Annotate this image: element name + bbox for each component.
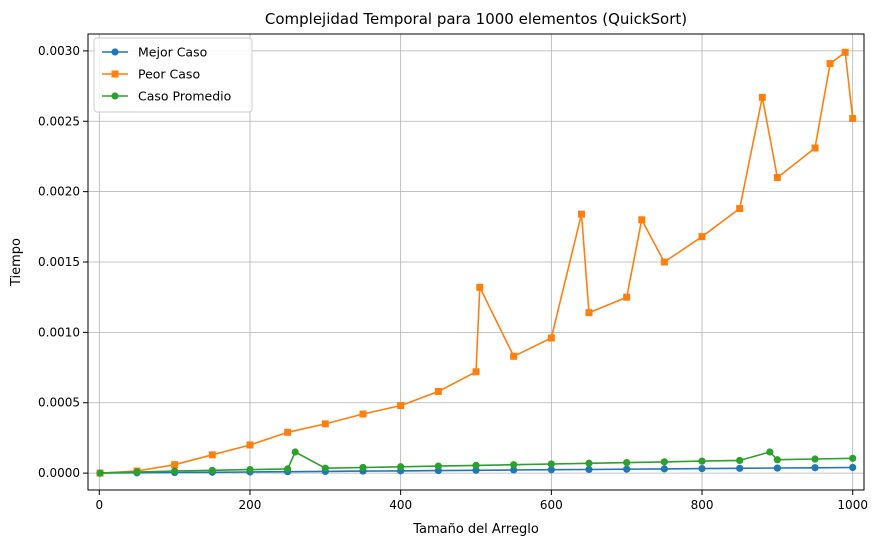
data-point-caso-promedio — [133, 468, 141, 476]
y-tick-label: 0.0030 — [38, 44, 80, 58]
data-point-mejor-caso — [510, 466, 518, 474]
y-axis-label: Tiempo — [9, 238, 24, 287]
data-point-peor-caso — [841, 48, 849, 56]
data-point-peor-caso — [547, 334, 555, 342]
data-point-caso-promedio — [96, 469, 104, 477]
data-point-caso-promedio — [434, 462, 442, 470]
data-point-peor-caso — [736, 205, 744, 213]
data-point-mejor-caso — [472, 466, 480, 474]
data-point-caso-promedio — [660, 458, 668, 466]
y-tick-label: 0.0020 — [38, 185, 80, 199]
y-axis-ticks: 0.0000 0.0005 0.0010 0.0015 0.0020 0.0025 0.00… — [38, 44, 88, 480]
data-point-peor-caso — [623, 293, 631, 301]
data-point-caso-promedio — [585, 459, 593, 467]
chart-title: Complejidad Temporal para 1000 elementos… — [265, 10, 687, 28]
data-point-peor-caso — [284, 428, 292, 436]
data-point-caso-promedio — [698, 457, 706, 465]
legend-label-mejor-caso: Mejor Caso — [138, 45, 207, 60]
data-point-caso-promedio — [208, 466, 216, 474]
x-tick-label: 800 — [691, 498, 714, 512]
x-tick-label: 400 — [389, 498, 412, 512]
data-point-peor-caso — [434, 387, 442, 395]
data-point-caso-promedio — [359, 463, 367, 472]
data-point-caso-promedio — [773, 456, 781, 464]
data-point-peor-caso — [638, 216, 646, 224]
series-line-peor-caso — [100, 51, 854, 474]
y-tick-label: 0.0000 — [38, 466, 80, 480]
x-tick-label: 1000 — [837, 498, 868, 512]
y-tick-label: 0.0025 — [38, 114, 80, 128]
data-point-caso-promedio — [766, 448, 774, 456]
data-point-caso-promedio — [736, 456, 744, 465]
data-point-peor-caso — [811, 144, 819, 152]
data-point-mejor-caso — [849, 463, 857, 472]
x-tick-label: 200 — [239, 498, 262, 512]
data-point-caso-promedio — [246, 465, 254, 474]
legend-marker-mejor-caso — [111, 48, 119, 56]
legend: Mejor Caso Peor Caso Caso Promedio — [93, 37, 253, 113]
data-point-caso-promedio — [849, 454, 857, 462]
legend-label-peor-caso: Peor Caso — [138, 67, 200, 82]
data-point-caso-promedio — [811, 455, 819, 463]
legend-marker-caso-promedio — [111, 92, 119, 100]
x-tick-label: 0 — [95, 498, 103, 512]
data-point-peor-caso — [849, 114, 857, 122]
data-point-mejor-caso — [660, 465, 668, 473]
legend-marker-peor-caso — [111, 70, 119, 78]
data-point-mejor-caso — [623, 465, 631, 473]
data-point-mejor-caso — [811, 464, 819, 472]
y-tick-label: 0.0005 — [38, 396, 80, 410]
data-point-mejor-caso — [547, 466, 555, 474]
y-tick-label: 0.0015 — [38, 255, 80, 269]
legend-label-caso-promedio: Caso Promedio — [138, 89, 231, 104]
legend-box — [93, 37, 253, 113]
data-point-peor-caso — [826, 60, 834, 68]
x-tick-label: 600 — [540, 498, 563, 512]
data-point-caso-promedio — [171, 467, 179, 475]
data-point-caso-promedio — [623, 458, 631, 467]
data-point-peor-caso — [476, 283, 484, 291]
data-point-peor-caso — [660, 258, 668, 266]
data-point-peor-caso — [472, 368, 480, 376]
data-point-peor-caso — [246, 441, 254, 449]
data-point-caso-promedio — [284, 465, 292, 473]
data-point-caso-promedio — [321, 464, 329, 472]
data-point-mejor-caso — [585, 465, 593, 474]
x-axis-label: Tamaño del Arreglo — [412, 522, 539, 537]
data-point-peor-caso — [577, 210, 585, 218]
data-point-peor-caso — [585, 309, 593, 317]
data-point-caso-promedio — [472, 461, 480, 469]
data-point-caso-promedio — [397, 463, 405, 471]
data-point-caso-promedio — [547, 460, 555, 468]
data-point-caso-promedio — [291, 448, 299, 456]
data-point-peor-caso — [171, 461, 179, 469]
data-point-peor-caso — [758, 93, 766, 101]
data-point-mejor-caso — [773, 464, 781, 472]
data-point-peor-caso — [321, 420, 329, 428]
data-point-mejor-caso — [698, 465, 706, 473]
data-point-peor-caso — [397, 402, 405, 410]
data-point-caso-promedio — [510, 461, 518, 469]
grid-lines — [88, 34, 864, 490]
data-point-peor-caso — [698, 233, 706, 241]
data-point-mejor-caso — [736, 464, 744, 472]
x-axis-ticks: 0 200 400 600 800 1000 — [95, 490, 868, 512]
data-point-peor-caso — [510, 352, 518, 360]
series-layer — [96, 48, 857, 477]
y-tick-label: 0.0010 — [38, 325, 80, 339]
data-point-peor-caso — [208, 451, 216, 459]
series-caso-promedio — [96, 448, 857, 477]
series-peor-caso — [96, 48, 857, 477]
data-point-peor-caso — [773, 174, 781, 182]
data-point-peor-caso — [359, 410, 367, 418]
